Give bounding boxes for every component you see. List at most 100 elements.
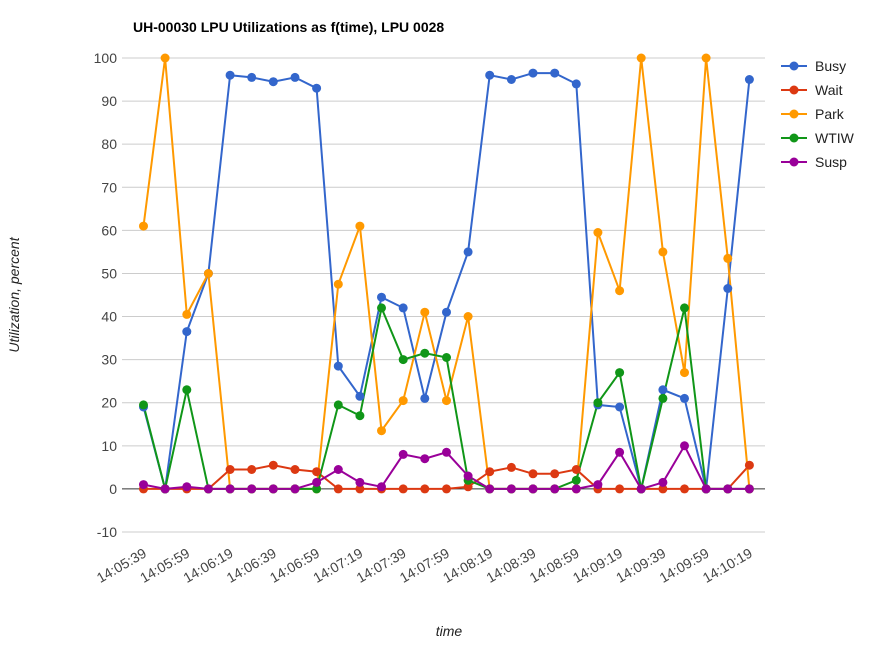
data-point-park (658, 247, 668, 257)
gridlines (122, 57, 765, 533)
data-point-susp (290, 484, 300, 494)
y-tick-label: 40 (101, 309, 117, 325)
x-tick-label: 14:10:19 (700, 545, 755, 586)
legend-label-park: Park (815, 106, 845, 122)
data-point-wtiw (615, 368, 625, 378)
data-point-busy (268, 77, 278, 87)
y-tick-label: 60 (101, 222, 117, 238)
y-tick-label: 0 (109, 481, 117, 497)
data-point-park (333, 279, 343, 289)
data-point-susp (528, 484, 538, 494)
y-tick-label: -10 (97, 524, 117, 540)
data-point-wait (398, 484, 408, 494)
data-point-park (636, 53, 646, 63)
data-point-susp (377, 482, 386, 492)
data-point-wtiw (420, 348, 430, 358)
data-point-susp (247, 484, 257, 494)
data-point-susp (225, 484, 235, 494)
y-tick-label: 90 (101, 93, 117, 109)
data-point-busy (723, 284, 733, 293)
data-point-busy (680, 393, 689, 403)
data-point-susp (506, 484, 516, 494)
data-point-wait (333, 484, 343, 494)
data-point-wait (571, 465, 581, 474)
y-tick-label: 50 (101, 265, 117, 281)
data-point-busy (377, 292, 386, 302)
legend-label-susp: Susp (815, 154, 847, 170)
data-point-busy (290, 72, 300, 82)
data-point-busy (658, 385, 668, 395)
y-tick-label: 100 (94, 50, 118, 66)
data-point-park (420, 307, 430, 317)
data-point-busy (528, 68, 538, 78)
data-point-busy (442, 307, 451, 317)
data-point-susp (636, 484, 646, 494)
data-point-wait (615, 484, 625, 494)
data-point-park (680, 368, 689, 378)
data-point-wait (247, 465, 257, 474)
legend-swatch-dot-wait (789, 85, 799, 95)
legend-swatch-dot-wtiw (789, 133, 799, 143)
data-point-park (160, 53, 170, 63)
data-point-wtiw (333, 400, 343, 410)
data-point-park (182, 309, 192, 319)
data-point-wtiw (377, 303, 386, 313)
x-axis-ticks: 14:05:3914:05:5914:06:1914:06:3914:06:59… (94, 545, 755, 586)
data-point-wait (658, 484, 668, 494)
data-point-wtiw (593, 398, 603, 408)
y-tick-label: 10 (101, 438, 117, 454)
data-point-wait (355, 484, 365, 494)
y-tick-label: 20 (101, 395, 117, 411)
data-point-park (355, 221, 365, 231)
data-point-susp (355, 477, 365, 487)
data-point-wait (225, 465, 235, 474)
data-point-susp (160, 484, 170, 494)
data-point-busy (355, 391, 365, 401)
data-point-busy (312, 83, 322, 93)
legend-swatch-dot-park (789, 109, 799, 119)
data-point-wait (463, 482, 473, 492)
data-point-susp (398, 449, 408, 459)
data-point-busy (550, 68, 560, 78)
data-point-wtiw (355, 411, 365, 421)
data-point-wait (442, 484, 451, 494)
data-point-susp (723, 484, 733, 494)
data-point-park (139, 221, 148, 231)
y-tick-label: 80 (101, 136, 117, 152)
legend-swatch-dot-busy (789, 61, 799, 71)
data-point-busy (333, 361, 343, 371)
data-point-susp (442, 447, 451, 457)
data-point-susp (333, 465, 343, 474)
data-point-susp (268, 484, 278, 494)
data-point-busy (485, 70, 495, 80)
data-point-susp (571, 484, 581, 494)
chart-title: UH-00030 LPU Utilizations as f(time), LP… (133, 19, 444, 35)
data-point-park (377, 426, 386, 436)
data-point-susp (593, 480, 603, 490)
data-point-park (463, 312, 473, 321)
y-axis-ticks: -10 0 10 20 30 40 50 60 70 80 90 100 (94, 50, 118, 540)
data-point-susp (203, 484, 213, 494)
series-line-busy (142, 72, 751, 490)
data-point-busy (506, 75, 516, 84)
data-point-susp (182, 482, 192, 492)
data-point-susp (550, 484, 560, 494)
data-point-busy (398, 303, 408, 313)
data-point-wait (312, 467, 322, 477)
series-points (139, 53, 754, 494)
y-tick-label: 70 (101, 179, 117, 195)
data-point-wait (506, 462, 516, 472)
data-point-busy (615, 402, 625, 412)
data-point-wtiw (312, 484, 322, 494)
data-point-busy (571, 79, 581, 89)
data-point-park (723, 253, 733, 263)
data-point-susp (420, 454, 430, 464)
data-point-wait (550, 469, 560, 479)
data-point-wait (485, 467, 495, 477)
data-point-park (398, 396, 408, 406)
data-point-busy (182, 327, 192, 337)
data-point-park (701, 53, 711, 63)
data-point-wait (290, 465, 300, 474)
data-point-wait (420, 484, 430, 494)
data-point-susp (680, 441, 689, 451)
